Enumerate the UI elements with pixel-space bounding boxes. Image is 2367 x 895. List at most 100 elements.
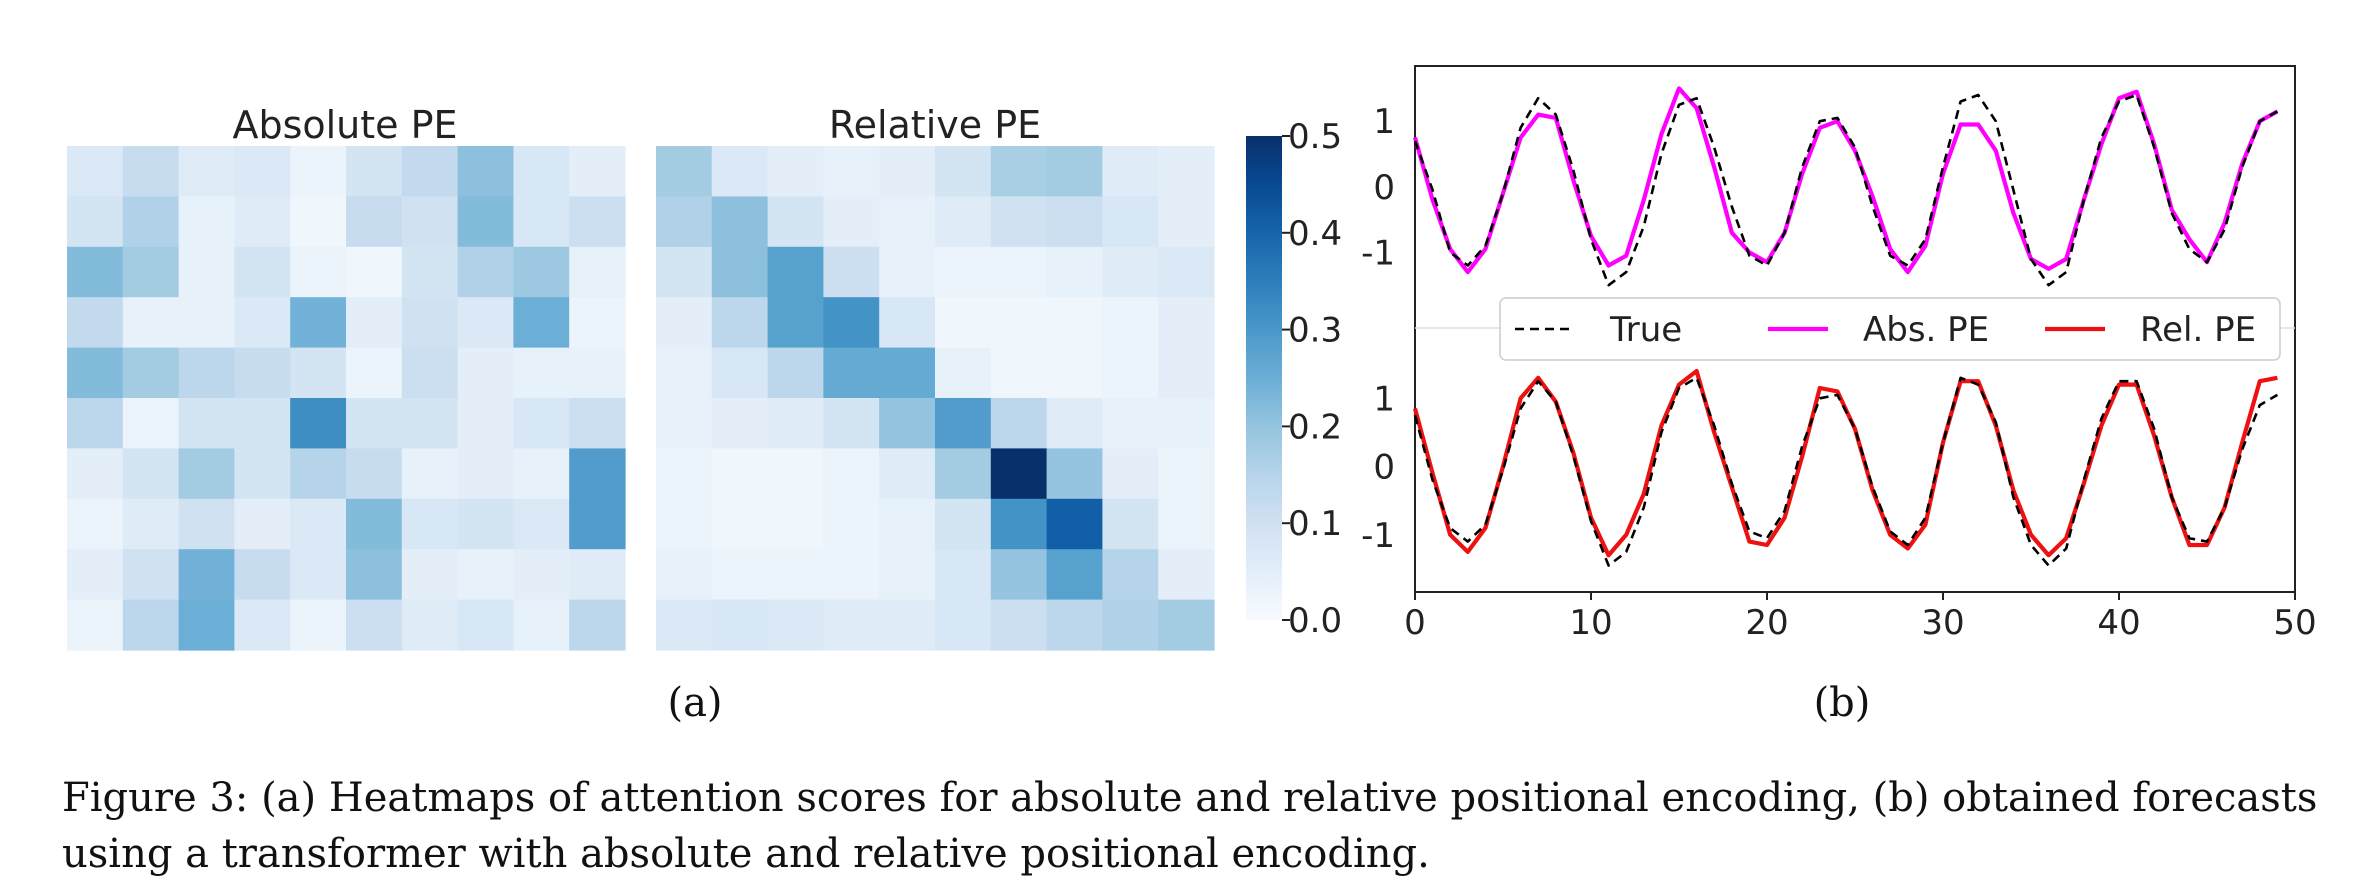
abs-cell-r1-c3 xyxy=(234,196,291,248)
rel-cell-r1-c9 xyxy=(1158,196,1215,248)
rel-cell-r6-c4 xyxy=(879,448,936,500)
rel-cell-r8-c1 xyxy=(711,549,769,601)
abs-cell-r4-c8 xyxy=(513,347,570,399)
abs-cell-r6-c4 xyxy=(290,448,347,500)
rel-cell-r5-c9 xyxy=(1158,398,1215,449)
rel-cell-r7-c5 xyxy=(935,498,992,550)
rel-cell-r0-c1 xyxy=(711,146,769,197)
rel-cell-r7-c4 xyxy=(879,498,936,550)
abs-cell-r8-c7 xyxy=(457,549,514,601)
rel-cell-r9-c0 xyxy=(656,599,713,651)
abs-cell-r7-c1 xyxy=(122,498,180,550)
rel-cell-r3-c5 xyxy=(935,297,992,349)
rel-cell-r6-c6 xyxy=(990,448,1048,500)
abs-cell-r4-c5 xyxy=(346,347,403,399)
x-tick-label: 0 xyxy=(1404,603,1426,643)
abs-cell-r7-c3 xyxy=(234,498,291,550)
y-tick-label: -1 xyxy=(1361,233,1395,273)
abs-cell-r5-c8 xyxy=(513,398,570,449)
rel-cell-r9-c2 xyxy=(767,599,824,651)
abs-cell-r8-c1 xyxy=(122,549,180,601)
abs-cell-r8-c3 xyxy=(234,549,291,601)
rel-cell-r7-c3 xyxy=(823,498,880,550)
abs-cell-r6-c1 xyxy=(122,448,180,500)
abs-cell-r6-c0 xyxy=(67,448,124,500)
abs-cell-r8-c8 xyxy=(513,549,570,601)
rel-cell-r5-c5 xyxy=(935,398,992,449)
abs-cell-r0-c1 xyxy=(122,146,180,197)
rel-cell-r5-c3 xyxy=(823,398,880,449)
rel-cell-r2-c9 xyxy=(1158,246,1215,298)
rel-cell-r8-c7 xyxy=(1046,549,1103,601)
rel-cell-r8-c9 xyxy=(1158,549,1215,601)
heatmap-title-absolute: Absolute PE xyxy=(232,103,457,147)
abs-cell-r1-c4 xyxy=(290,196,347,248)
abs-cell-r7-c6 xyxy=(401,498,459,550)
rel-cell-r0-c4 xyxy=(879,146,936,197)
y-tick-label: 0 xyxy=(1373,448,1395,488)
colorbar: 0.0 0.1 0.2 0.3 0.4 0.5 xyxy=(1246,117,1342,641)
abs-cell-r2-c9 xyxy=(569,246,626,298)
rel-cell-r0-c5 xyxy=(935,146,992,197)
rel-cell-r7-c9 xyxy=(1158,498,1215,550)
y-tick-label: 1 xyxy=(1373,102,1395,142)
x-tick-label: 10 xyxy=(1569,603,1612,643)
top-series-true xyxy=(1413,93,2279,287)
rel-cell-r4-c8 xyxy=(1102,347,1159,399)
rel-cell-r7-c6 xyxy=(990,498,1048,550)
bottom-series-true xyxy=(1413,376,2279,567)
abs-cell-r3-c6 xyxy=(401,297,459,349)
rel-cell-r2-c6 xyxy=(990,246,1048,298)
abs-cell-r5-c1 xyxy=(122,398,180,449)
colorbar-tick-label: 0.1 xyxy=(1288,504,1342,544)
abs-cell-r4-c4 xyxy=(290,347,347,399)
abs-cell-r2-c1 xyxy=(122,246,180,298)
abs-cell-r7-c2 xyxy=(178,498,235,550)
abs-cell-r8-c6 xyxy=(401,549,459,601)
colorbar-tick-label: 0.3 xyxy=(1288,311,1342,351)
rel-cell-r6-c5 xyxy=(935,448,992,500)
subfigure-label-a: (a) xyxy=(667,680,722,726)
rel-cell-r7-c2 xyxy=(767,498,824,550)
abs-cell-r7-c0 xyxy=(67,498,124,550)
abs-cell-r6-c7 xyxy=(457,448,514,500)
rel-cell-r2-c1 xyxy=(711,246,769,298)
abs-cell-r5-c0 xyxy=(67,398,124,449)
abs-cell-r2-c7 xyxy=(457,246,514,298)
abs-cell-r7-c5 xyxy=(346,498,403,550)
abs-cell-r1-c2 xyxy=(178,196,235,248)
x-tick-label: 30 xyxy=(1921,603,1964,643)
bottom-series-rel-pe xyxy=(1412,368,2278,558)
rel-cell-r0-c6 xyxy=(990,146,1048,197)
subfigure-label-b: (b) xyxy=(1814,680,1871,726)
rel-cell-r5-c2 xyxy=(767,398,824,449)
abs-cell-r9-c2 xyxy=(178,599,235,651)
rel-cell-r8-c5 xyxy=(935,549,992,601)
rel-cell-r1-c1 xyxy=(711,196,769,248)
rel-cell-r8-c2 xyxy=(767,549,824,601)
y-tick-label: 0 xyxy=(1373,168,1395,208)
x-tick-label: 40 xyxy=(2097,603,2140,643)
legend-label: True xyxy=(1609,310,1682,350)
abs-cell-r2-c0 xyxy=(67,246,124,298)
rel-cell-r9-c4 xyxy=(879,599,936,651)
abs-cell-r1-c7 xyxy=(457,196,514,248)
rel-cell-r2-c2 xyxy=(767,246,824,298)
abs-cell-r0-c0 xyxy=(67,146,124,197)
rel-cell-r9-c8 xyxy=(1102,599,1159,651)
x-tick-label: 50 xyxy=(2273,603,2316,643)
heatmap-relative-pe xyxy=(656,146,1215,651)
abs-cell-r3-c7 xyxy=(457,297,514,349)
abs-cell-r0-c5 xyxy=(346,146,403,197)
rel-cell-r7-c7 xyxy=(1046,498,1103,550)
colorbar-tick-label: 0.0 xyxy=(1288,601,1342,641)
abs-cell-r5-c2 xyxy=(178,398,235,449)
rel-cell-r1-c7 xyxy=(1046,196,1103,248)
abs-cell-r5-c7 xyxy=(457,398,514,449)
rel-cell-r5-c7 xyxy=(1046,398,1103,449)
abs-cell-r5-c3 xyxy=(234,398,291,449)
abs-cell-r7-c9 xyxy=(569,498,626,550)
rel-cell-r5-c6 xyxy=(990,398,1048,449)
rel-cell-r5-c4 xyxy=(879,398,936,449)
